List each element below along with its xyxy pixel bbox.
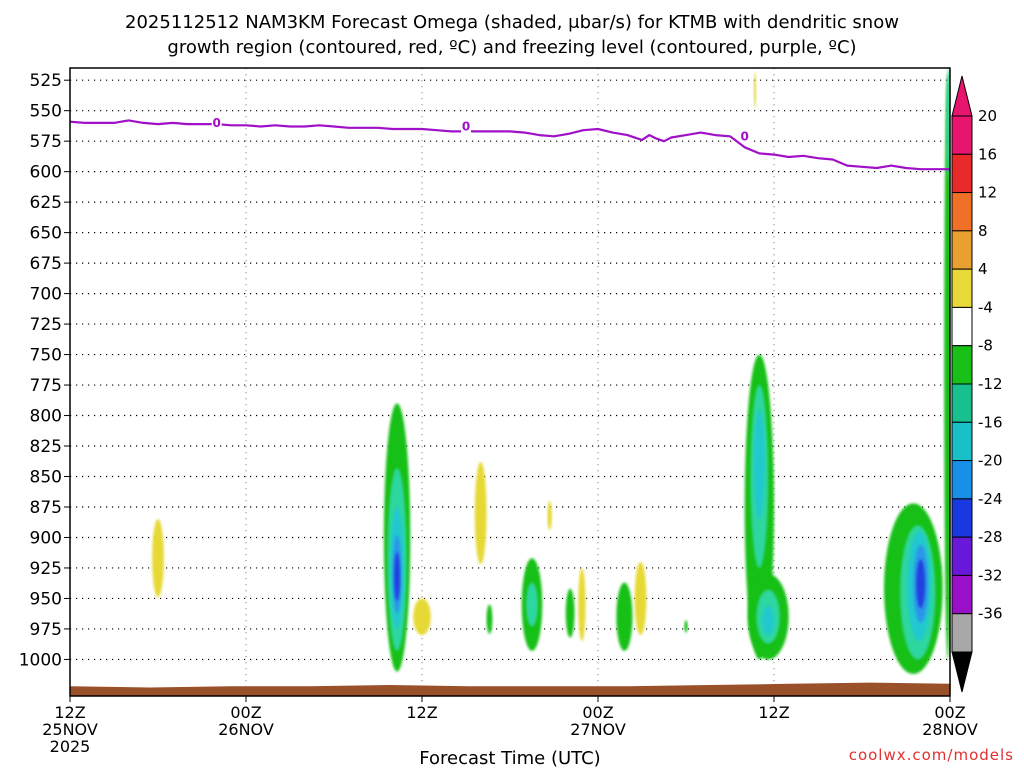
y-tick-label-925: 925 [30,559,62,579]
x-tick-label-0-0: 12Z [54,703,85,722]
y-tick-label-625: 625 [30,193,62,213]
x-tick-label-48-0: 12Z [758,703,789,722]
colorbar-label-2: 12 [978,184,997,202]
omega-region-negative-22 [754,409,765,520]
omega-region-positive-17 [753,71,757,109]
x-tick-label-0-1: 25NOV [42,720,98,739]
x-tick-label-12-0: 00Z [230,703,261,722]
omega-region-positive-8 [547,500,552,531]
colorbar-swatch-4 [951,268,973,308]
freezing-level-label-bg-0 [211,114,222,129]
y-tick-label-550: 550 [30,102,62,122]
y-tick-label-650: 650 [30,224,62,244]
colorbar-swatch-2 [951,192,973,232]
x-tick-label-36-0: 00Z [582,703,613,722]
colorbar-label-13: -36 [978,605,1003,623]
y-tick-label-850: 850 [30,468,62,488]
omega-region-negative-5 [394,552,401,601]
freezing-level-label-bg-2 [739,128,750,143]
plot-frame [69,67,951,697]
colorbar-label-3: 8 [978,222,988,240]
x-tick-label-24-0: 12Z [406,703,437,722]
colorbar-swatch-12 [951,574,973,615]
colorbar-swatch-10 [951,498,973,538]
colorbar-label-10: -24 [978,490,1003,508]
colorbar-bottom-arrow [951,651,973,693]
colorbar-label-12: -32 [978,566,1003,584]
colorbar-swatch-1 [951,153,973,194]
omega-region-positive-13 [578,567,586,642]
omega-region-positive-0 [152,519,164,598]
omega-region-negative-9 [486,604,493,634]
credit-text: coolwx.com/models [849,746,1014,764]
y-axis: 525 550 575 600 625 650 675 700 725 750 775 800 825 8… [19,71,70,670]
omega-region-negative-16 [684,620,688,633]
omega-region-positive-7 [474,461,487,565]
omega-region-negative-28 [916,559,926,609]
colorbar-label-0: 20 [978,107,997,125]
y-tick-label-825: 825 [30,437,62,457]
freezing-level-label-1: 0 [462,120,470,134]
colorbar-label-9: -20 [978,452,1003,470]
colorbar-swatch-6 [951,345,973,385]
omega-region-negative-23 [762,605,775,636]
chart-title-line1: 2025112512 NAM3KM Forecast Omega (shaded… [125,12,899,33]
colorbar: 20 16 12 8 4 -4 -8 -12 -16 -20 -24 -28 -32 -36 [951,75,1003,693]
omega-region-positive-15 [634,561,647,636]
y-tick-label-950: 950 [30,589,62,609]
x-tick-label-36-1: 27NOV [570,720,626,739]
colorbar-swatch-8 [951,421,973,462]
colorbar-swatch-0 [951,115,973,155]
colorbar-label-8: -16 [978,413,1003,431]
x-tick-label-12-1: 26NOV [218,720,274,739]
colorbar-label-7: -12 [978,375,1003,393]
colorbar-label-11: -28 [978,528,1003,546]
colorbar-label-4: 4 [978,260,988,278]
omega-region-negative-29 [944,74,950,660]
omega-region-positive-6 [413,598,431,636]
y-tick-label-900: 900 [30,528,62,548]
terrain-band [70,682,950,696]
colorbar-swatch-9 [951,460,973,500]
x-tick-label-0-2: 2025 [50,737,91,756]
y-tick-label-725: 725 [30,315,62,335]
freezing-level-layer: 0 0 0 [70,114,950,171]
y-tick-label-875: 875 [30,498,62,518]
x-tick-label-60-1: 28NOV [922,720,978,739]
y-tick-label-700: 700 [30,285,62,305]
y-tick-label-575: 575 [30,132,62,152]
plot-area [70,68,950,696]
colorbar-swatch-3 [951,230,973,270]
y-tick-label-800: 800 [30,407,62,427]
y-tick-label-600: 600 [30,163,62,183]
chart-title-line2: growth region (contoured, red, ºC) and f… [167,37,856,58]
y-tick-label-750: 750 [30,346,62,366]
colorbar-swatch-5 [951,306,973,347]
omega-region-negative-14 [616,582,633,651]
y-tick-label-675: 675 [30,254,62,274]
colorbar-swatch-11 [951,536,973,576]
omega-shading [152,68,950,675]
y-tick-label-1000: 1000 [19,650,62,670]
freezing-level-label-0: 0 [212,116,220,130]
colorbar-label-6: -8 [978,337,993,355]
y-tick-label-975: 975 [30,620,62,640]
x-axis-title: Forecast Time (UTC) [419,748,600,768]
freezing-level-label-2: 0 [740,129,748,143]
colorbar-label-1: 16 [978,145,997,163]
y-tick-label-525: 525 [30,71,62,91]
y-tick-label-775: 775 [30,376,62,396]
omega-region-negative-30 [946,68,950,178]
terrain-layer [70,682,950,696]
colorbar-label-5: -4 [978,298,993,316]
freezing-level-label-bg-1 [461,118,471,133]
omega-region-negative-12 [565,588,575,638]
omega-region-negative-11 [526,582,538,627]
colorbar-swatch-7 [951,383,973,423]
x-tick-label-60-0: 00Z [934,703,965,722]
colorbar-swatch-13 [951,613,973,653]
colorbar-top-arrow [951,75,973,117]
